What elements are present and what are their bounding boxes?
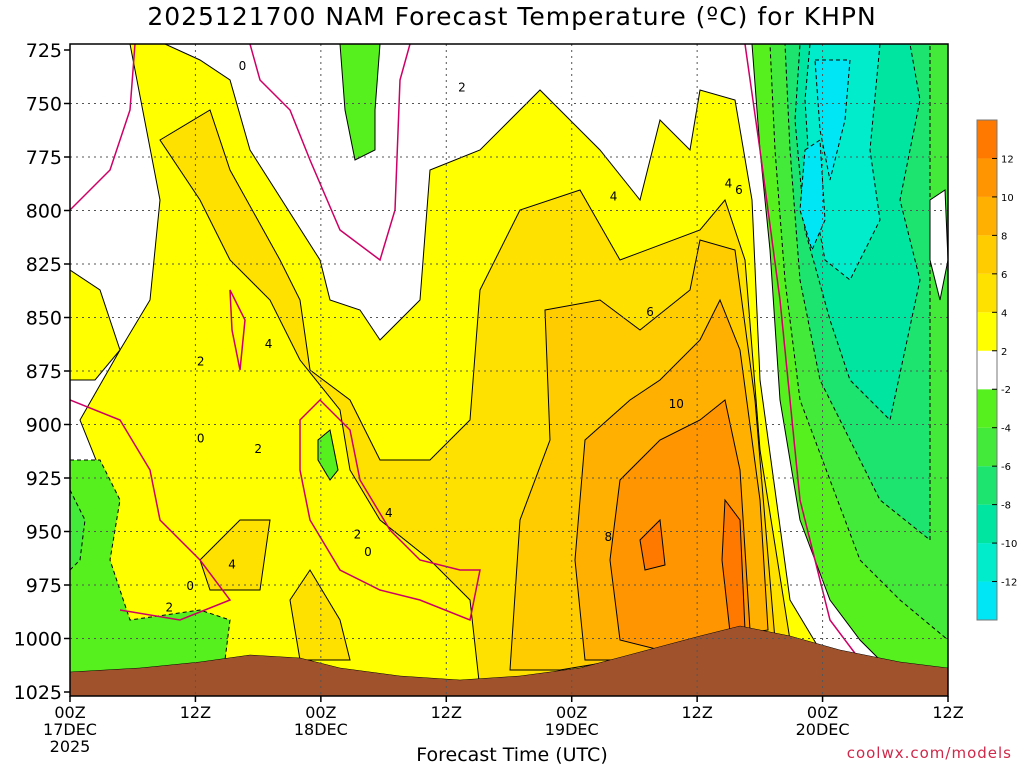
contour-label: 0: [197, 431, 205, 445]
colorbar-segment: [977, 350, 997, 390]
x-tick-label: 00Z: [556, 703, 587, 722]
contour-label: 4: [610, 190, 618, 204]
x-tick-label: 00Z: [807, 703, 838, 722]
colorbar-segment: [977, 504, 997, 544]
band-neg2-neg4-left: [70, 459, 231, 681]
y-tick-label: 975: [26, 575, 62, 597]
colorbar-segment: [977, 466, 997, 505]
x-tick-label: 00Z: [54, 703, 85, 722]
contour-0-line: [70, 44, 136, 211]
x-axis-label: Forecast Time (UTC): [416, 744, 608, 766]
contour-label: 4: [265, 337, 273, 351]
contour-label: 2: [165, 600, 173, 614]
band-12-14-b: [639, 518, 666, 571]
x-tick-label: 12Z: [431, 703, 462, 722]
band-neg2-top: [339, 44, 381, 161]
colorbar: -12 -10 -8 -6 -4 -2 2 4 6 8 10 12: [976, 119, 1017, 621]
colorbar-tick-label: -10: [1001, 539, 1017, 550]
x-tick-date: 20DEC: [796, 720, 850, 739]
colorbar-segment: [977, 543, 997, 582]
colorbar-tick-label: -6: [1001, 462, 1011, 473]
x-tick-date: 18DEC: [294, 720, 348, 739]
colorbar-tick-label: 4: [1001, 308, 1007, 319]
x-tick-label: 12Z: [681, 703, 712, 722]
y-tick-label: 1025: [14, 682, 62, 704]
band-2-4-b: [70, 269, 121, 381]
colorbar-tick-label: 12: [1001, 154, 1014, 165]
credit-text: coolwx.com/models: [846, 744, 1012, 762]
colorbar-tick-label: 10: [1001, 193, 1014, 204]
contour-0-line-f: [229, 289, 246, 371]
terrain: [70, 625, 948, 696]
colorbar-segment: [977, 427, 997, 467]
colorbar-tick-label: 2: [1001, 347, 1007, 358]
contour-label: 2: [197, 354, 205, 368]
colorbar-segment: [977, 196, 997, 236]
contour-field: [70, 44, 948, 696]
colorbar-tick-label: -12: [1001, 578, 1017, 589]
contour-label: 0: [239, 59, 247, 73]
contour-label: 0: [186, 579, 194, 593]
white-pocket-right: [929, 189, 948, 301]
y-tick-label: 925: [26, 468, 62, 490]
y-tick-label: 725: [26, 40, 62, 62]
contour-label: 4: [228, 558, 236, 572]
colorbar-segment: [977, 235, 997, 274]
x-tick-year: 2025: [50, 737, 91, 756]
y-tick-label: 850: [26, 308, 62, 330]
y-tick-label: 1000: [14, 629, 62, 651]
colorbar-tick-label: -8: [1001, 501, 1011, 512]
colorbar-segment: [977, 273, 997, 313]
chart-title: 2025121700 NAM Forecast Temperature (ºC)…: [147, 2, 877, 31]
y-tick-label: 800: [26, 201, 62, 223]
x-tick-label: 12Z: [932, 703, 963, 722]
y-tick-label: 950: [26, 522, 62, 544]
band-neg4-neg6-left: [70, 489, 86, 571]
y-tick-label: 900: [26, 415, 62, 437]
colorbar-tick-label: 8: [1001, 231, 1007, 242]
x-tick-label: 12Z: [180, 703, 211, 722]
contour-label: 6: [646, 305, 654, 319]
contour-0-line-e: [744, 44, 861, 661]
contour-0-line-d: [299, 398, 481, 622]
colorbar-segment: [977, 312, 997, 351]
y-tick-label: 875: [26, 361, 62, 383]
colorbar-segment: [977, 581, 997, 620]
colorbar-segment: [977, 158, 997, 197]
colorbar-segment: [977, 120, 997, 159]
x-tick-date: 17DEC: [43, 720, 97, 739]
band-neg12-neg14: [814, 59, 851, 181]
contour-0-line-b: [249, 44, 411, 262]
colorbar-tick-label: -2: [1001, 385, 1011, 396]
x-tick-date: 19DEC: [545, 720, 599, 739]
contour-label: 4: [385, 506, 393, 520]
colorbar-tick-label: 6: [1001, 270, 1007, 281]
y-axis: 725 750 775 800 825 850 875 900 925 950 975 1000 102…: [14, 40, 70, 704]
contour-label: 2: [458, 80, 466, 94]
band-4-6-c: [289, 569, 351, 661]
contour-label: 8: [604, 530, 612, 544]
colorbar-frame: [976, 119, 998, 621]
contour-label: 2: [354, 528, 362, 542]
x-tick-label: 00Z: [305, 703, 336, 722]
contour-label: 4: [725, 177, 733, 191]
contour-label: 6: [735, 183, 743, 197]
y-tick-label: 775: [26, 147, 62, 169]
contour-label: 10: [669, 397, 684, 411]
contour-label: 2: [254, 442, 262, 456]
colorbar-segment: [977, 389, 997, 428]
y-tick-label: 750: [26, 94, 62, 116]
band-neg2-small: [317, 429, 339, 481]
band-neg12-neg14-b: [799, 139, 826, 252]
plot-frame: [69, 43, 949, 697]
grid: [70, 44, 948, 696]
colorbar-tick-label: -4: [1001, 424, 1011, 435]
y-tick-label: 825: [26, 254, 62, 276]
contour-0-line-c: [70, 399, 232, 621]
contour-label: 0: [364, 545, 372, 559]
